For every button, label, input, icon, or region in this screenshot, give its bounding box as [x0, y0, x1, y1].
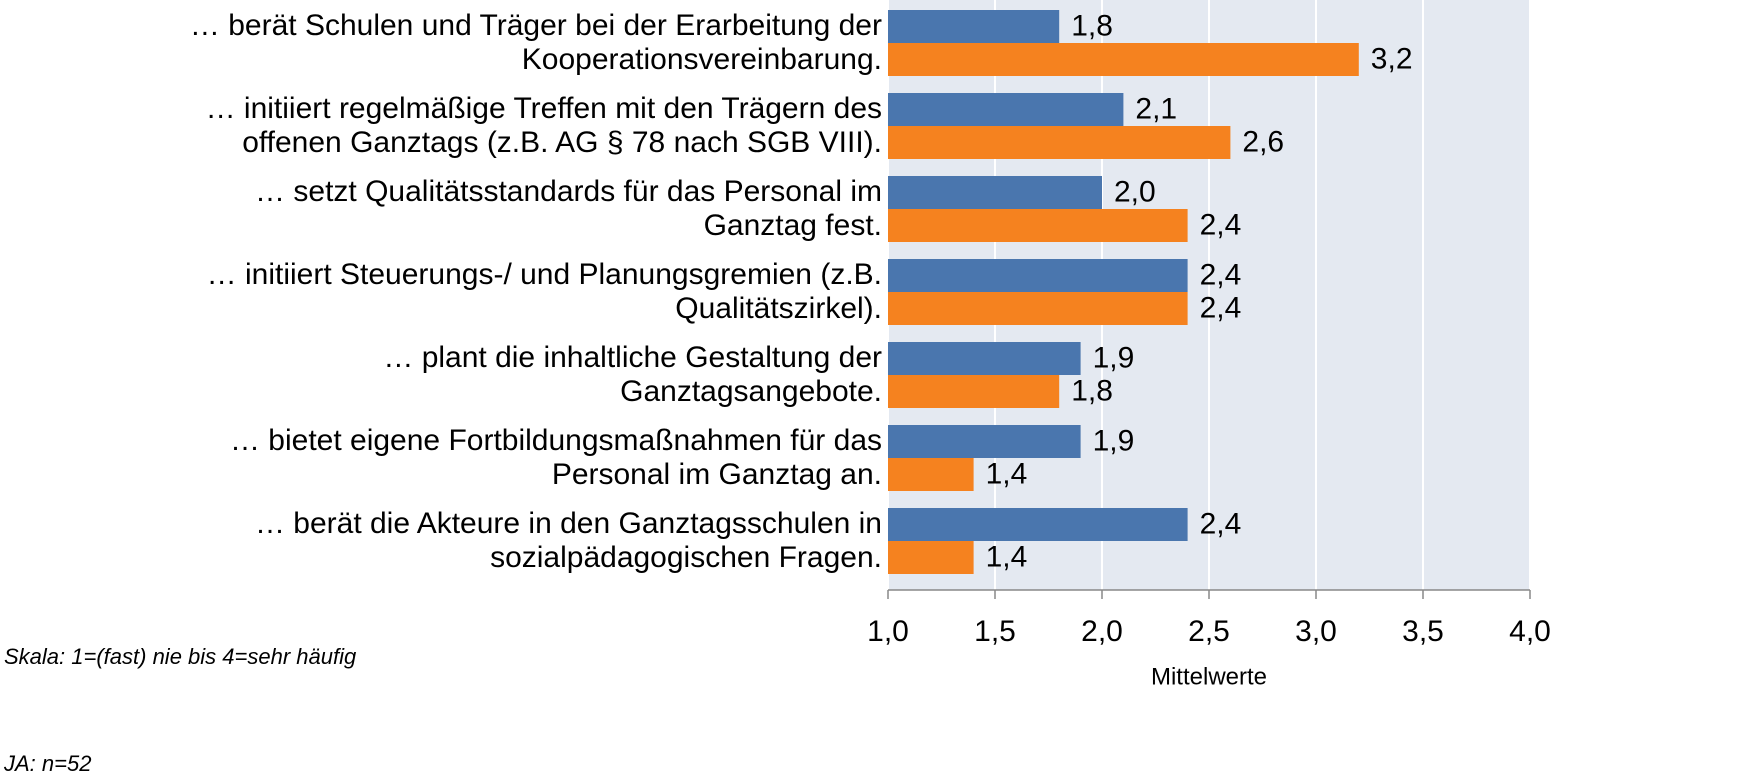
category-label: … setzt Qualitätsstandards für das Perso…: [255, 175, 882, 208]
category-label: … berät die Akteure in den Ganztagsschul…: [255, 507, 882, 540]
bar: [888, 126, 1231, 159]
bar: [888, 176, 1102, 209]
bar: [888, 508, 1188, 541]
bar: [888, 43, 1359, 76]
category-label: … plant die inhaltliche Gestaltung der: [383, 341, 882, 374]
category-label: Ganztagsangebote.: [620, 375, 882, 408]
category-label: offenen Ganztags (z.B. AG § 78 nach SGB …: [242, 126, 882, 159]
x-tick-label: 3,5: [1402, 615, 1444, 648]
value-label: 1,8: [1071, 9, 1113, 42]
bar: [888, 342, 1081, 375]
value-label: 2,6: [1242, 125, 1284, 158]
value-label: 2,4: [1200, 291, 1242, 324]
bar: [888, 292, 1188, 325]
category-label: Personal im Ganztag an.: [552, 458, 882, 491]
bar: [888, 458, 974, 491]
value-label: 1,4: [986, 457, 1028, 490]
category-label: sozialpädagogischen Fragen.: [490, 541, 882, 574]
value-label: 2,4: [1200, 208, 1242, 241]
x-tick-label: 1,5: [974, 615, 1016, 648]
bar: [888, 425, 1081, 458]
value-label: 3,2: [1371, 42, 1413, 75]
x-tick-label: 2,0: [1081, 615, 1123, 648]
bar: [888, 259, 1188, 292]
category-label: Qualitätszirkel).: [675, 292, 882, 325]
bar: [888, 10, 1060, 43]
footnote: Skala: 1=(fast) nie bis 4=sehr häufig: [4, 644, 357, 669]
value-label: 1,4: [986, 540, 1028, 573]
value-label: 2,4: [1200, 507, 1242, 540]
bar: [888, 209, 1188, 242]
category-label: … berät Schulen und Träger bei der Erarb…: [190, 9, 882, 42]
category-label: … initiiert Steuerungs-/ und Planungsgre…: [207, 258, 882, 291]
category-label: … bietet eigene Fortbildungsmaßnahmen fü…: [230, 424, 882, 457]
category-label: Ganztag fest.: [704, 209, 882, 242]
footnote: JA: n=52: [3, 751, 91, 773]
value-label: 1,9: [1093, 424, 1135, 457]
x-tick-label: 4,0: [1509, 615, 1551, 648]
bar: [888, 93, 1124, 126]
category-label: Kooperationsvereinbarung.: [522, 43, 882, 76]
value-label: 1,8: [1071, 374, 1113, 407]
value-label: 2,4: [1200, 258, 1242, 291]
x-tick-label: 1,0: [867, 615, 909, 648]
value-label: 2,0: [1114, 175, 1156, 208]
bar: [888, 375, 1060, 408]
value-label: 2,1: [1135, 92, 1177, 125]
bar: [888, 541, 974, 574]
value-label: 1,9: [1093, 341, 1135, 374]
x-tick-label: 3,0: [1295, 615, 1337, 648]
x-tick-label: 2,5: [1188, 615, 1230, 648]
x-axis-label: Mittelwerte: [1151, 663, 1267, 690]
category-label: … initiiert regelmäßige Treffen mit den …: [206, 92, 882, 125]
